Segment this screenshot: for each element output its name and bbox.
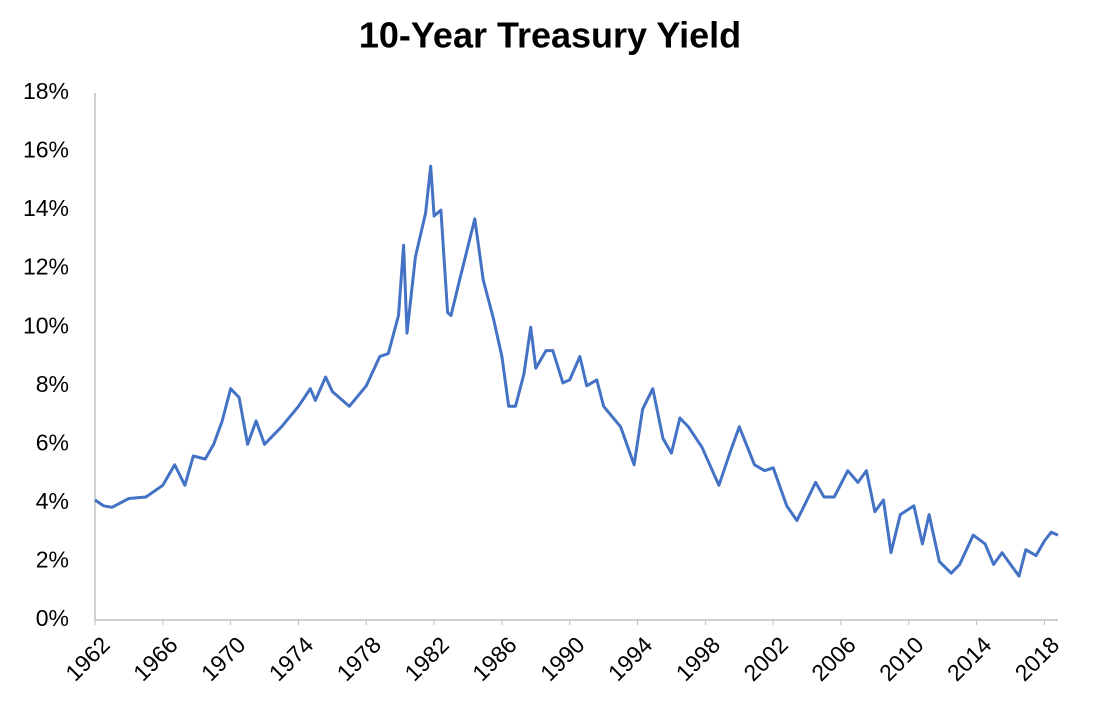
x-tick-label: 2018 xyxy=(1010,631,1065,686)
y-tick-label: 4% xyxy=(36,488,69,514)
x-tick-label: 1978 xyxy=(332,631,387,686)
y-tick-label: 2% xyxy=(36,547,69,573)
y-tick-label: 10% xyxy=(23,312,69,338)
y-tick-label: 0% xyxy=(36,605,69,631)
y-tick-label: 16% xyxy=(23,137,69,163)
yield-line xyxy=(94,164,1059,578)
x-tick-label: 1994 xyxy=(603,631,658,686)
x-tick-label: 1962 xyxy=(60,631,115,686)
y-tick-label: 8% xyxy=(36,371,69,397)
x-tick-label: 1990 xyxy=(535,631,590,686)
x-tick-label: 1998 xyxy=(671,631,726,686)
x-tick-label: 1982 xyxy=(399,631,454,686)
x-tick-label: 2002 xyxy=(738,631,793,686)
x-tick-label: 2006 xyxy=(806,631,861,686)
y-tick-label: 12% xyxy=(23,254,69,280)
y-tick-label: 14% xyxy=(23,195,69,221)
x-tick-label: 2010 xyxy=(874,631,929,686)
x-tick-label: 1986 xyxy=(467,631,522,686)
y-tick-label: 18% xyxy=(23,78,69,104)
x-tick-label: 1966 xyxy=(128,631,183,686)
x-tick-label: 1970 xyxy=(196,631,251,686)
chart-title: 10-Year Treasury Yield xyxy=(359,15,741,56)
x-tick-label: 1974 xyxy=(264,631,319,686)
x-tick-label: 2014 xyxy=(942,631,997,686)
y-tick-label: 6% xyxy=(36,429,69,455)
